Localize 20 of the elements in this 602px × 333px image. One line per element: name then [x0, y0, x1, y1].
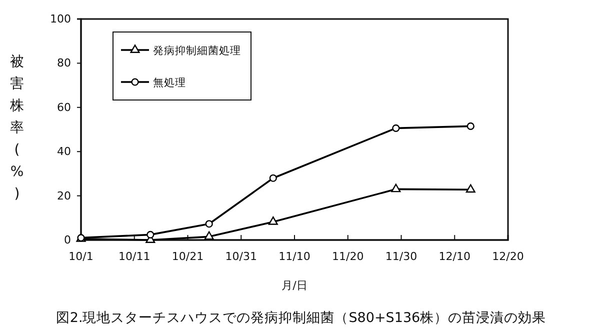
- x-axis-title: 月/日: [282, 279, 308, 292]
- x-tick-label: 10/21: [172, 250, 204, 263]
- y-tick-label: 0: [64, 234, 71, 247]
- y-tick-label: 80: [57, 56, 71, 70]
- x-tick-label: 11/30: [385, 250, 418, 263]
- y-tick-label: 20: [57, 189, 71, 202]
- x-tick-label: 11/20: [332, 250, 364, 263]
- y-tick-label: 60: [57, 100, 71, 114]
- x-tick-label: 10/1: [68, 250, 94, 263]
- x-tick-label: 11/10: [278, 250, 310, 263]
- legend-label: 発病抑制細菌処理: [153, 44, 241, 57]
- y-axis-title: 被害株率(%): [9, 54, 24, 202]
- x-tick-label: 10/31: [225, 250, 257, 263]
- legend-label: 無処理: [153, 77, 186, 89]
- y-tick-label: 40: [57, 145, 71, 158]
- text: 図2.現地スターチスハウスでの発病抑制細菌（S80+S136株）の苗浸漬の効果: [56, 310, 546, 326]
- x-tick-label: 12/10: [438, 250, 470, 263]
- y-tick-label: 100: [50, 12, 71, 26]
- x-tick-label: 10/11: [118, 250, 150, 263]
- x-tick-label: 12/20: [492, 250, 524, 263]
